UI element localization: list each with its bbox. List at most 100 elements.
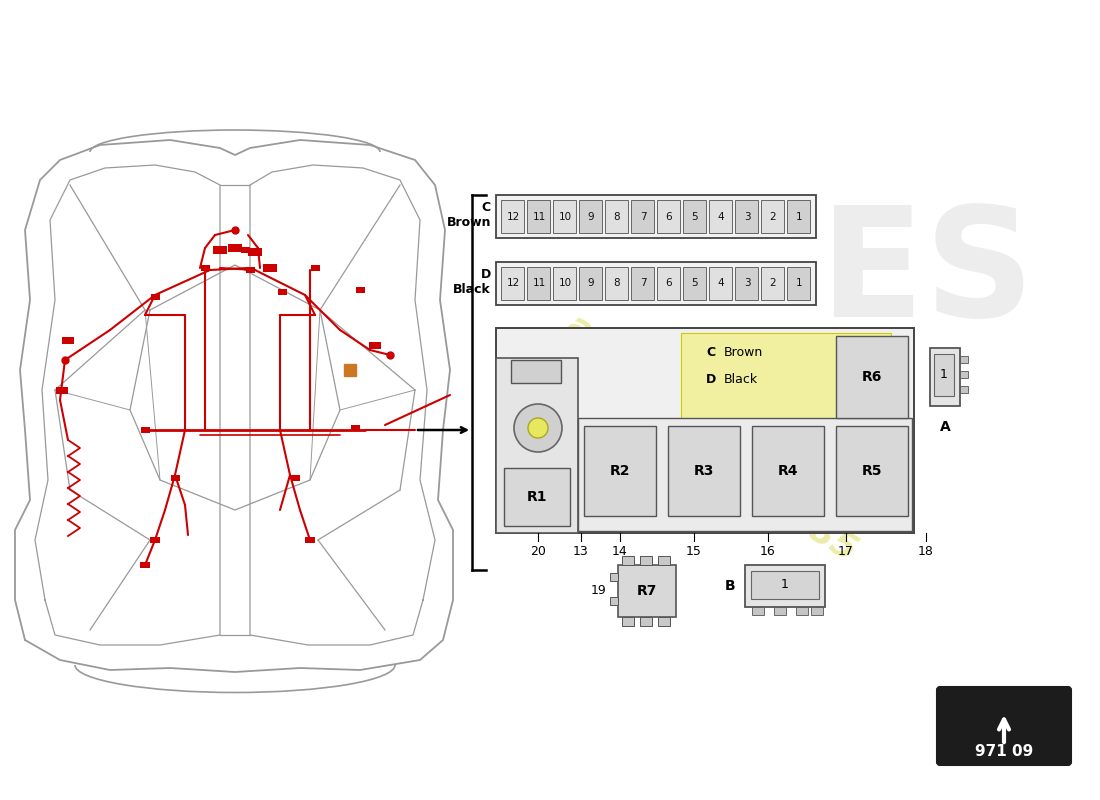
Bar [527, 267, 550, 300]
Bar [355, 287, 364, 293]
Text: 7: 7 [640, 278, 647, 289]
Bar [496, 195, 816, 238]
Bar [170, 475, 179, 481]
Text: Black: Black [724, 373, 758, 386]
Text: 9: 9 [587, 211, 594, 222]
Bar [305, 537, 315, 543]
Bar [368, 342, 381, 349]
Bar [683, 267, 706, 300]
Text: A: A [939, 420, 950, 434]
Bar [786, 267, 810, 300]
Bar [140, 562, 150, 568]
Bar [631, 200, 654, 233]
Text: 3: 3 [744, 211, 750, 222]
Text: 9: 9 [587, 278, 594, 289]
Bar [618, 565, 676, 617]
Text: 17: 17 [838, 545, 854, 558]
Bar [960, 386, 968, 393]
Bar [631, 267, 654, 300]
Text: 18: 18 [918, 545, 934, 558]
Text: 20: 20 [530, 545, 546, 558]
Bar [553, 200, 576, 233]
Text: ES: ES [820, 200, 1034, 349]
Text: R4: R4 [778, 464, 799, 478]
Text: 1: 1 [781, 578, 789, 590]
Bar [761, 200, 784, 233]
Bar [751, 571, 820, 599]
Text: D: D [706, 373, 716, 386]
Text: 5: 5 [692, 278, 698, 289]
Bar [151, 294, 160, 300]
Text: 19: 19 [591, 585, 606, 598]
Bar [640, 556, 652, 565]
Text: R3: R3 [694, 464, 714, 478]
Bar [56, 386, 68, 394]
Text: R7: R7 [637, 584, 657, 598]
Bar [584, 426, 656, 516]
Text: 4: 4 [717, 211, 724, 222]
Bar [930, 348, 960, 406]
Bar [786, 200, 810, 233]
Bar [290, 475, 299, 481]
Text: since 1985: since 1985 [660, 422, 864, 567]
Bar [579, 267, 602, 300]
Text: 12: 12 [506, 278, 519, 289]
Bar [796, 607, 808, 615]
Bar [658, 556, 670, 565]
Bar [213, 246, 227, 254]
Text: 14: 14 [612, 545, 628, 558]
Bar [752, 426, 824, 516]
Text: 971 09: 971 09 [975, 745, 1033, 759]
Bar [277, 289, 286, 295]
Text: 4: 4 [717, 278, 724, 289]
Bar [761, 267, 784, 300]
Text: 6: 6 [666, 278, 672, 289]
Text: R6: R6 [861, 370, 882, 384]
Circle shape [528, 418, 548, 438]
Bar [241, 247, 250, 253]
Bar [553, 267, 576, 300]
Bar [496, 262, 816, 305]
Bar [658, 617, 670, 626]
Text: 1: 1 [795, 278, 802, 289]
Text: 3: 3 [744, 278, 750, 289]
Bar [621, 617, 634, 626]
Bar [263, 264, 277, 272]
Text: 6: 6 [666, 211, 672, 222]
Bar [141, 427, 150, 433]
Text: D
Black: D Black [453, 268, 491, 296]
Bar [228, 244, 242, 252]
Text: 2: 2 [770, 278, 777, 289]
Text: 11: 11 [532, 278, 546, 289]
Bar [500, 200, 524, 233]
Bar [745, 565, 825, 607]
Text: R1: R1 [527, 490, 548, 504]
Bar [960, 371, 968, 378]
Bar [836, 336, 908, 418]
Bar [657, 267, 680, 300]
Bar [351, 425, 360, 431]
Bar [683, 200, 706, 233]
Bar [610, 573, 618, 581]
Bar [774, 607, 786, 615]
Polygon shape [512, 360, 561, 383]
Text: 1: 1 [795, 211, 802, 222]
Bar [836, 426, 908, 516]
Bar [527, 200, 550, 233]
Text: 8: 8 [614, 211, 620, 222]
Text: 12: 12 [506, 211, 519, 222]
Text: 7: 7 [640, 211, 647, 222]
Bar [710, 200, 732, 233]
Bar [605, 267, 628, 300]
Bar [621, 556, 634, 565]
Text: R5: R5 [861, 464, 882, 478]
FancyBboxPatch shape [937, 687, 1071, 765]
Bar [934, 354, 954, 396]
Bar [200, 265, 209, 271]
Text: B: B [725, 579, 735, 593]
Text: 16: 16 [760, 545, 775, 558]
Text: 10: 10 [559, 278, 572, 289]
Text: 5: 5 [692, 211, 698, 222]
Bar [735, 200, 758, 233]
Bar [735, 267, 758, 300]
